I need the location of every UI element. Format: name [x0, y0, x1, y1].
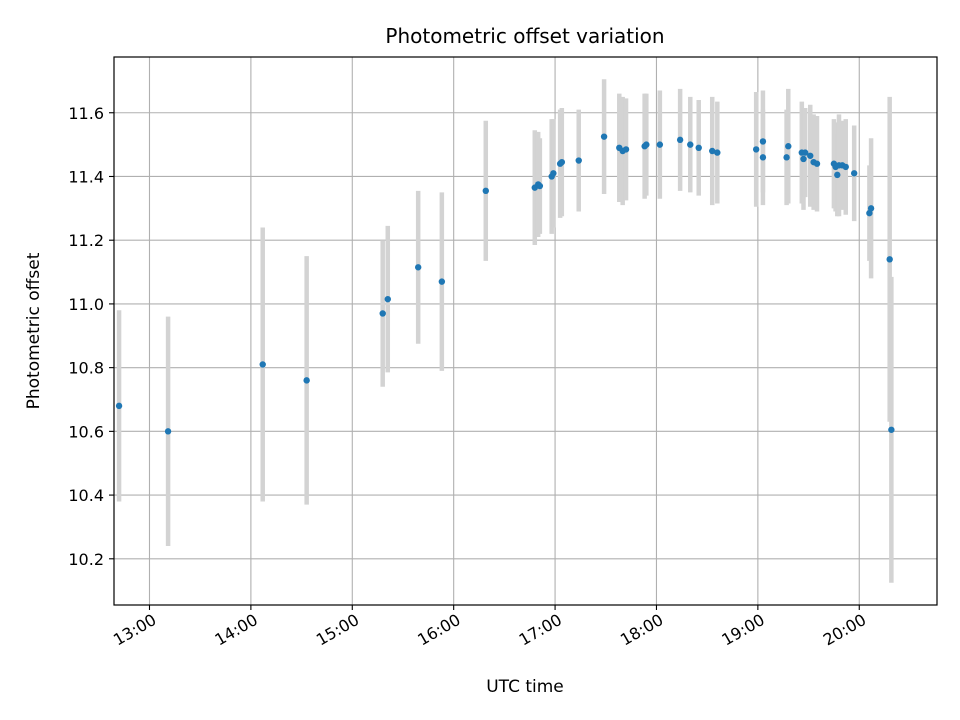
x-tick-label: 15:00	[313, 610, 362, 650]
data-point	[622, 146, 630, 153]
x-axis: 13:00 14:00 15:00 16:00 17:00 18:00 19:00 20:00	[110, 605, 869, 650]
data-point	[800, 155, 807, 163]
data-point	[656, 141, 664, 148]
y-tick-label: 11.4	[68, 167, 104, 186]
y-axis-label: Photometric offset	[24, 252, 44, 409]
x-tick-label: 17:00	[516, 610, 565, 650]
error-bars	[116, 79, 894, 583]
data-point	[783, 154, 790, 161]
data-point	[438, 278, 446, 285]
x-tick-label: 18:00	[617, 610, 666, 650]
y-axis: 10.2 10.4 10.6 10.8 11.0 11.2 11.4 11.6	[68, 104, 114, 569]
y-tick-label: 11.2	[68, 231, 104, 250]
data-point	[550, 170, 557, 177]
data-point	[164, 428, 172, 435]
grid	[114, 57, 937, 605]
data-point	[850, 170, 858, 177]
y-tick-label: 10.2	[68, 550, 104, 569]
data-point	[886, 256, 893, 263]
x-tick-label: 13:00	[110, 610, 159, 650]
data-point	[695, 144, 702, 152]
y-tick-label: 10.8	[68, 359, 104, 378]
data-point	[384, 295, 391, 303]
x-tick-label: 14:00	[211, 610, 260, 650]
data-point	[752, 146, 760, 153]
x-tick-label: 16:00	[414, 610, 463, 650]
data-point	[536, 182, 544, 190]
data-point	[714, 149, 721, 156]
chart-title: Photometric offset variation	[385, 24, 664, 48]
data-point	[709, 147, 716, 155]
y-tick-label: 11.6	[68, 104, 104, 123]
data-point	[813, 160, 821, 167]
data-point	[115, 402, 123, 410]
data-point	[759, 154, 767, 161]
data-point	[801, 149, 809, 156]
y-tick-label: 10.4	[68, 486, 104, 505]
data-point	[888, 426, 895, 433]
x-tick-label: 19:00	[718, 610, 767, 650]
data-point	[867, 205, 875, 212]
y-tick-label: 10.6	[68, 422, 104, 441]
data-point	[759, 138, 767, 145]
data-point	[482, 187, 489, 195]
plot-frame	[113, 56, 938, 606]
x-tick-label: 20:00	[820, 610, 869, 650]
data-point	[676, 136, 684, 144]
data-point	[834, 171, 841, 179]
data-point	[558, 158, 566, 166]
data-point	[575, 157, 582, 164]
y-tick-label: 11.0	[68, 295, 104, 314]
data-points	[115, 133, 895, 435]
data-point	[379, 310, 386, 317]
data-point	[785, 143, 792, 150]
data-point	[842, 163, 849, 171]
data-point	[259, 361, 266, 368]
data-point	[303, 377, 310, 384]
data-point	[600, 133, 608, 140]
data-point	[643, 141, 650, 148]
data-point	[687, 141, 694, 148]
x-axis-label: UTC time	[486, 677, 564, 697]
data-point	[414, 264, 422, 271]
data-point	[807, 152, 814, 159]
